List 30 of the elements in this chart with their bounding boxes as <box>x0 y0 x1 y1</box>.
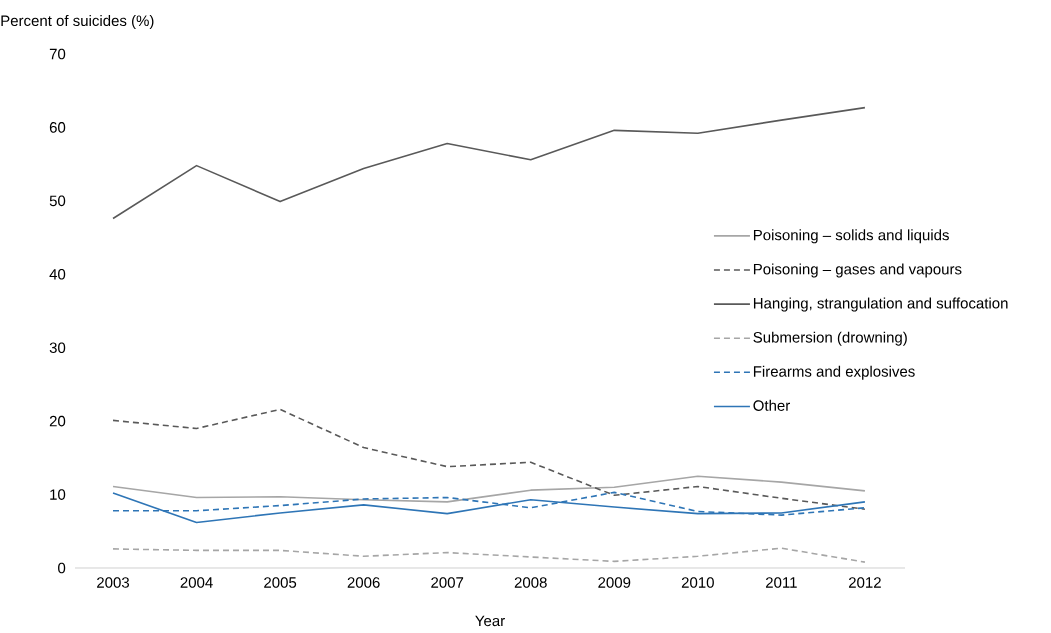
y-tick-label: 20 <box>49 415 66 427</box>
legend-label: Poisoning – solids and liquids <box>753 229 949 244</box>
y-tick-label: 50 <box>49 195 66 207</box>
x-tick-label: 2003 <box>97 577 130 588</box>
legend-label: Other <box>753 399 791 411</box>
y-tick-label: 0 <box>58 562 66 574</box>
y-tick-label: 30 <box>49 342 66 354</box>
x-axis-title: Year <box>475 615 505 627</box>
y-axis-title: Percent of suicides (%) <box>1 15 154 29</box>
x-tick-label: 2009 <box>598 577 631 588</box>
x-tick-label: 2010 <box>681 577 714 588</box>
x-tick-label: 2006 <box>347 577 380 588</box>
y-tick-label: 70 <box>49 48 66 60</box>
legend-label: Firearms and explosives <box>753 365 915 380</box>
y-tick-label: 10 <box>50 489 66 500</box>
line-series <box>112 492 866 524</box>
y-tick-label: 40 <box>49 268 66 280</box>
x-tick-label: 2008 <box>514 577 547 588</box>
x-tick-label: 2004 <box>180 577 213 588</box>
x-tick-label: 2012 <box>848 577 881 588</box>
line-series <box>112 106 866 220</box>
line-series <box>112 475 866 503</box>
legend-label: Hanging, strangulation and suffocation <box>753 297 1008 312</box>
line-series <box>112 547 866 563</box>
x-tick-label: 2005 <box>264 577 297 588</box>
legend-label: Submersion (drowning) <box>753 331 907 346</box>
x-tick-label: 2007 <box>431 577 464 588</box>
legend-label: Poisoning – gases and vapours <box>753 263 962 278</box>
y-tick-label: 60 <box>49 122 66 133</box>
x-tick-label: 2011 <box>765 577 797 588</box>
